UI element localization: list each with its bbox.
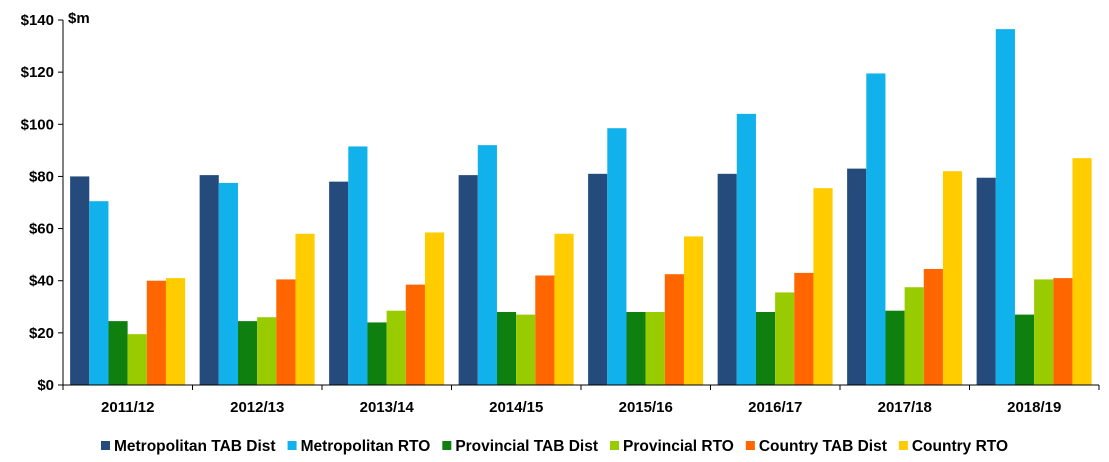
bar-6-7	[942, 171, 963, 385]
y-axis: $0 $20 $40 $60 $80 $100 $120 $140	[21, 12, 64, 394]
bar-3-8	[1014, 314, 1035, 385]
legend-swatch	[287, 441, 297, 450]
bar-2-2	[218, 182, 238, 385]
bar-5-2	[276, 279, 296, 385]
bar-3-3	[367, 322, 387, 385]
bar-4-6	[775, 292, 795, 385]
bar-4-3	[386, 310, 406, 385]
y-tick-label: $120	[21, 64, 54, 81]
bar-2-6	[736, 113, 756, 385]
legend-label: Metropolitan TAB Dist	[114, 438, 276, 455]
bar-6-1	[165, 278, 186, 385]
bar-6-3	[424, 232, 445, 385]
bar-4-7	[904, 287, 924, 385]
y-tick-label: $0	[37, 377, 54, 394]
y-tick-label: $100	[21, 116, 54, 133]
x-axis: 2011/12 2012/13 2013/14 2014/15 2015/16 2016/…	[62, 384, 1100, 416]
legend-swatch	[610, 441, 620, 450]
x-tick-label: 2016/17	[748, 399, 802, 416]
bar-3-6	[755, 312, 776, 385]
x-tick-label: 2017/18	[878, 399, 932, 416]
x-tick-label: 2014/15	[489, 399, 543, 416]
bar-2-5	[607, 128, 627, 386]
y-tick-label: $60	[29, 221, 54, 238]
legend-label: Country RTO	[912, 438, 1008, 455]
x-tick-label: 2013/14	[360, 399, 415, 416]
legend-label: Country TAB Dist	[759, 438, 887, 455]
bar-1-7	[847, 168, 867, 385]
y-tick-label: $140	[21, 12, 54, 29]
bar-6-8	[1072, 158, 1092, 385]
legend-swatch	[898, 441, 908, 450]
bar-1-5	[588, 173, 608, 385]
legend-swatch	[100, 441, 110, 450]
bar-1-3	[329, 181, 349, 385]
bar-5-1	[146, 280, 166, 385]
bar-3-7	[885, 310, 905, 385]
bar-5-8	[1053, 278, 1073, 385]
bar-4-2	[257, 317, 277, 385]
y-axis-unit-label: $m	[68, 10, 90, 27]
bar-5-3	[405, 284, 425, 385]
legend-label: Metropolitan RTO	[301, 438, 431, 455]
bar-6-4	[554, 233, 574, 385]
bar-1-2	[199, 175, 219, 385]
y-tick-label: $40	[29, 273, 54, 290]
bar-3-4	[496, 312, 517, 385]
bar-3-2	[237, 321, 258, 385]
x-tick-label: 2018/19	[1007, 399, 1061, 416]
legend-item: Provincial RTO	[610, 438, 734, 455]
bar-2-3	[348, 146, 368, 385]
bar-2-8	[995, 29, 1015, 385]
legend-item: Metropolitan RTO	[287, 438, 431, 455]
y-tick-label: $80	[29, 168, 54, 185]
legend-item: Metropolitan TAB Dist	[100, 438, 276, 455]
bar-2-4	[477, 145, 497, 385]
bar-3-1	[108, 321, 128, 385]
bar-1-1	[70, 176, 90, 385]
legend-label: Provincial RTO	[623, 438, 734, 455]
legend: Metropolitan TAB Dist Metropolitan RTO Pro…	[100, 438, 1008, 455]
bar-4-4	[516, 314, 536, 385]
bar-6-6	[813, 188, 833, 385]
bar-1-6	[717, 173, 737, 385]
bar-1-4	[458, 175, 478, 385]
x-tick-label: 2015/16	[619, 399, 673, 416]
bar-5-4	[535, 275, 555, 385]
bars	[70, 29, 1092, 386]
bar-5-7	[923, 268, 943, 385]
bar-4-8	[1034, 279, 1054, 385]
bar-2-1	[89, 201, 109, 385]
bar-3-5	[626, 312, 646, 385]
bar-5-6	[794, 272, 814, 385]
legend-item: Provincial TAB Dist	[442, 438, 598, 455]
x-tick-label: 2012/13	[230, 399, 284, 416]
legend-label: Provincial TAB Dist	[455, 438, 598, 455]
x-tick-label: 2011/12	[101, 399, 154, 416]
y-tick-label: $20	[29, 325, 54, 342]
bar-6-2	[295, 233, 315, 385]
bar-5-5	[664, 274, 684, 385]
bar-1-8	[976, 177, 996, 385]
bar-4-5	[645, 312, 665, 385]
bar-6-5	[683, 236, 704, 385]
legend-item: Country TAB Dist	[745, 438, 887, 455]
bar-4-1	[127, 334, 147, 385]
legend-swatch	[442, 441, 452, 450]
legend-item: Country RTO	[898, 438, 1008, 455]
legend-swatch	[745, 441, 755, 450]
bar-2-7	[866, 73, 886, 386]
